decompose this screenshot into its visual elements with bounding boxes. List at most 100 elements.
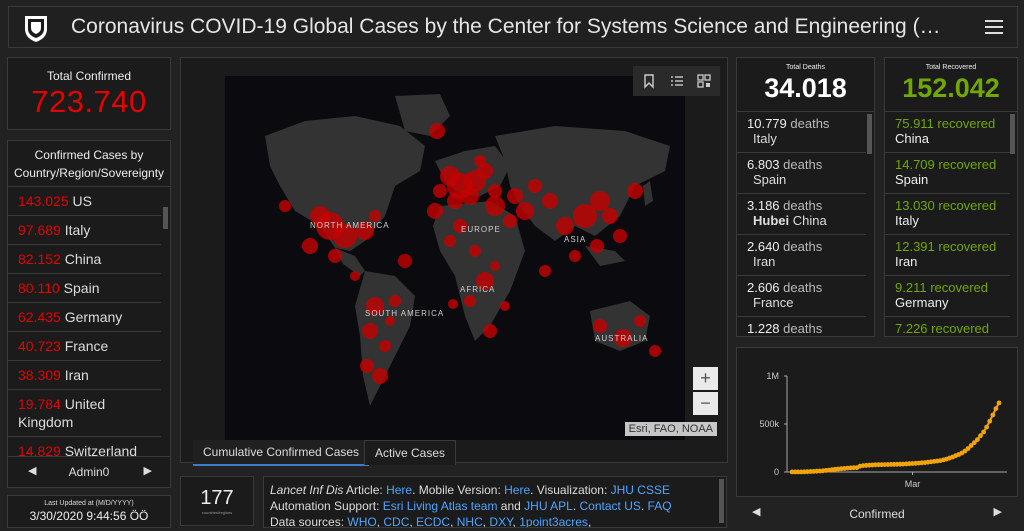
- case-bubble[interactable]: [507, 188, 523, 204]
- data-source-link[interactable]: NHC: [456, 515, 483, 528]
- case-bubble[interactable]: [539, 265, 551, 277]
- case-bubble[interactable]: [398, 254, 412, 268]
- case-bubble[interactable]: [528, 179, 542, 193]
- case-bubble[interactable]: [302, 238, 318, 254]
- case-bubble[interactable]: [488, 184, 502, 198]
- bookmark-icon[interactable]: [641, 73, 657, 89]
- case-bubble[interactable]: [634, 315, 646, 327]
- data-point[interactable]: [975, 437, 980, 442]
- data-source-link[interactable]: DXY: [489, 515, 513, 528]
- country-list-scrollbar[interactable]: [163, 207, 168, 229]
- esri-living-atlas-link[interactable]: Esri Living Atlas team: [382, 499, 498, 513]
- data-point[interactable]: [993, 406, 999, 411]
- next-arrow-icon[interactable]: ▶: [143, 465, 152, 477]
- case-bubble[interactable]: [590, 191, 610, 211]
- case-bubble[interactable]: [350, 271, 360, 281]
- case-bubble[interactable]: [474, 155, 486, 167]
- case-bubble[interactable]: [444, 235, 456, 247]
- qr-code-icon[interactable]: [696, 73, 712, 89]
- data-source-link[interactable]: WHO: [347, 515, 377, 528]
- case-bubble[interactable]: [356, 222, 374, 240]
- case-bubble[interactable]: [490, 261, 500, 271]
- data-point[interactable]: [990, 412, 996, 418]
- case-bubble[interactable]: [461, 187, 479, 205]
- case-bubble[interactable]: [440, 166, 460, 186]
- country-row[interactable]: 97.689 Italy: [8, 216, 161, 245]
- recovered-row[interactable]: 13.030 recovered Italy: [885, 194, 1010, 235]
- case-bubble[interactable]: [360, 359, 374, 373]
- case-bubble[interactable]: [469, 245, 481, 257]
- country-row[interactable]: 82.152 China: [8, 245, 161, 274]
- case-bubble[interactable]: [477, 163, 493, 179]
- case-bubble[interactable]: [369, 210, 381, 222]
- deaths-row[interactable]: 10.779 deaths Italy: [737, 112, 866, 153]
- mobile-version-link[interactable]: Here: [504, 483, 531, 497]
- data-source-link[interactable]: CDC: [383, 515, 410, 528]
- case-bubble[interactable]: [516, 202, 534, 220]
- recovered-row[interactable]: 9.211 recovered Germany: [885, 276, 1010, 317]
- case-bubble[interactable]: [385, 316, 395, 326]
- deaths-row[interactable]: 3.186 deaths Hubei China: [737, 194, 866, 235]
- country-row[interactable]: 40.723 France: [8, 332, 161, 361]
- contact-us-link[interactable]: Contact US: [579, 499, 641, 513]
- map-panel[interactable]: NORTH AMERICA SOUTH AMERICA EUROPE ASIA …: [180, 57, 728, 463]
- world-map[interactable]: NORTH AMERICA SOUTH AMERICA EUROPE ASIA …: [225, 76, 685, 440]
- article-link[interactable]: Here: [386, 483, 413, 497]
- case-bubble[interactable]: [429, 123, 445, 139]
- data-point[interactable]: [987, 418, 993, 424]
- zoom-out-button[interactable]: −: [693, 392, 718, 415]
- zoom-in-button[interactable]: +: [693, 367, 718, 390]
- hamburger-menu-icon[interactable]: [985, 17, 1003, 37]
- recovered-row[interactable]: 12.391 recovered Iran: [885, 235, 1010, 276]
- data-point[interactable]: [996, 400, 1002, 406]
- case-bubble[interactable]: [476, 272, 494, 290]
- data-point[interactable]: [981, 429, 986, 435]
- data-point[interactable]: [971, 440, 977, 446]
- case-bubble[interactable]: [569, 250, 581, 262]
- data-source-link[interactable]: 1point3acres: [519, 515, 588, 528]
- deaths-row[interactable]: 2.606 deaths France: [737, 276, 866, 317]
- legend-list-icon[interactable]: [669, 73, 685, 89]
- country-row[interactable]: 143.025 US: [8, 187, 161, 216]
- case-bubble[interactable]: [389, 295, 401, 307]
- faq-link[interactable]: FAQ: [647, 499, 672, 513]
- case-bubble[interactable]: [333, 224, 357, 248]
- country-row[interactable]: 19.784 United Kingdom: [8, 390, 161, 437]
- case-bubble[interactable]: [613, 229, 627, 243]
- case-bubble[interactable]: [372, 368, 388, 384]
- case-bubble[interactable]: [593, 319, 607, 333]
- jhu-csse-link[interactable]: JHU CSSE: [610, 483, 670, 497]
- data-point[interactable]: [965, 446, 971, 451]
- info-scrollbar[interactable]: [719, 479, 724, 523]
- deaths-list-scrollbar[interactable]: [867, 114, 872, 154]
- case-bubble[interactable]: [366, 297, 384, 315]
- case-bubble[interactable]: [447, 193, 463, 209]
- data-point[interactable]: [968, 443, 974, 448]
- case-bubble[interactable]: [362, 323, 378, 339]
- case-bubble[interactable]: [328, 249, 342, 263]
- tab-cumulative-confirmed[interactable]: Cumulative Confirmed Cases: [193, 440, 370, 466]
- case-bubble[interactable]: [310, 206, 330, 226]
- data-point[interactable]: [978, 433, 983, 439]
- country-row[interactable]: 38.309 Iran: [8, 361, 161, 390]
- case-bubble[interactable]: [483, 324, 497, 338]
- data-source-link[interactable]: ECDC: [416, 515, 451, 528]
- country-row[interactable]: 62.435 Germany: [8, 303, 161, 332]
- case-bubble[interactable]: [433, 184, 447, 198]
- case-bubble[interactable]: [649, 345, 661, 357]
- case-bubble[interactable]: [614, 329, 632, 347]
- case-bubble[interactable]: [379, 340, 391, 352]
- case-bubble[interactable]: [542, 193, 558, 209]
- recovered-row[interactable]: 14.709 recovered Spain: [885, 153, 1010, 194]
- prev-arrow-icon[interactable]: ◀: [28, 465, 37, 477]
- case-bubble[interactable]: [453, 219, 467, 233]
- deaths-row[interactable]: 1.228 deaths United Kingdom: [737, 317, 866, 336]
- deaths-row[interactable]: 2.640 deaths Iran: [737, 235, 866, 276]
- case-bubble[interactable]: [503, 214, 517, 228]
- recovered-list-scrollbar[interactable]: [1010, 114, 1015, 154]
- jhu-apl-link[interactable]: JHU APL: [524, 499, 573, 513]
- chart-next-arrow-icon[interactable]: ▶: [993, 506, 1002, 518]
- case-bubble[interactable]: [448, 299, 458, 309]
- case-bubble[interactable]: [427, 203, 443, 219]
- data-point[interactable]: [984, 424, 989, 430]
